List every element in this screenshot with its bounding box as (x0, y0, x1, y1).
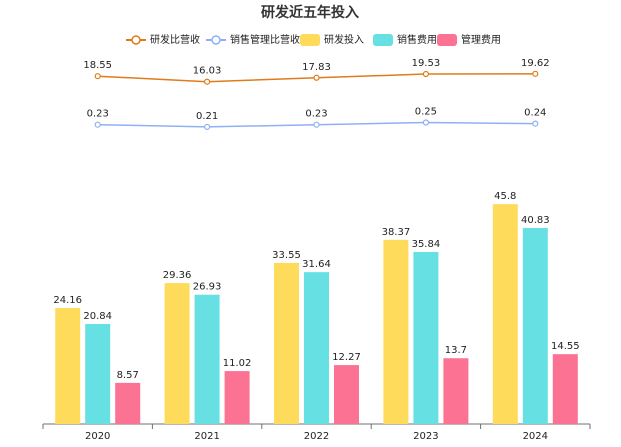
bar (194, 294, 220, 424)
data-label: 8.57 (117, 370, 139, 381)
line-point (313, 121, 320, 128)
data-label: 16.03 (193, 66, 222, 77)
bar (413, 251, 439, 424)
data-label: 20.84 (83, 311, 112, 322)
data-label: 0.23 (305, 109, 327, 120)
data-label: 29.36 (163, 270, 192, 281)
data-label: 11.02 (223, 358, 252, 369)
line-point (532, 120, 539, 127)
chart-title: 研发近五年投入 (261, 4, 359, 21)
line-point (204, 78, 211, 85)
data-label: 19.62 (521, 58, 550, 69)
data-label: 31.64 (302, 259, 331, 270)
line-point (422, 119, 429, 126)
legend-label: 研发投入 (324, 33, 364, 46)
bar (334, 365, 359, 424)
legend-label: 销售费用 (397, 33, 437, 46)
line-point (94, 73, 101, 80)
x-tick-label: 2024 (523, 431, 548, 442)
legend-label: 研发比营收 (150, 33, 200, 46)
data-label: 0.24 (524, 108, 546, 119)
data-label: 40.83 (521, 215, 550, 226)
data-label: 45.8 (494, 191, 516, 202)
line-point (204, 123, 211, 131)
data-label: 17.83 (302, 62, 331, 73)
line-point (532, 70, 539, 77)
data-label: 0.25 (415, 107, 437, 118)
data-label: 13.7 (445, 345, 467, 356)
bar (85, 323, 111, 424)
bar (522, 228, 548, 424)
bar (552, 354, 578, 424)
legend-icon (300, 34, 320, 46)
bar (274, 262, 299, 424)
bar (164, 283, 190, 424)
data-label: 38.37 (382, 227, 411, 238)
legend-icon (437, 34, 457, 46)
line-point (313, 74, 320, 81)
data-label: 26.93 (193, 282, 222, 293)
data-label: 24.16 (53, 295, 82, 306)
data-label: 12.27 (332, 352, 361, 363)
bar (115, 382, 141, 424)
data-label: 14.55 (551, 341, 580, 352)
data-label: 35.84 (412, 239, 441, 250)
x-tick-label: 2022 (304, 431, 329, 442)
legend-label: 管理费用 (461, 33, 501, 46)
bar (383, 239, 409, 424)
legend-icon (373, 34, 393, 46)
bar (224, 371, 250, 424)
data-label: 0.23 (87, 109, 109, 120)
legend-icon (211, 35, 221, 45)
x-tick-label: 2021 (194, 431, 219, 442)
legend-label: 销售管理比营收 (230, 33, 300, 46)
bar (492, 204, 518, 424)
line-point (94, 121, 101, 128)
line-point (422, 70, 429, 78)
x-tick-label: 2020 (85, 431, 110, 442)
bar (55, 308, 81, 424)
legend-icon (131, 35, 141, 45)
data-label: 19.53 (412, 58, 441, 69)
bar (304, 272, 329, 424)
data-label: 33.55 (272, 250, 301, 261)
data-label: 18.55 (83, 60, 112, 71)
bar (443, 358, 469, 424)
data-label: 0.21 (196, 111, 218, 122)
x-tick-label: 2023 (413, 431, 438, 442)
